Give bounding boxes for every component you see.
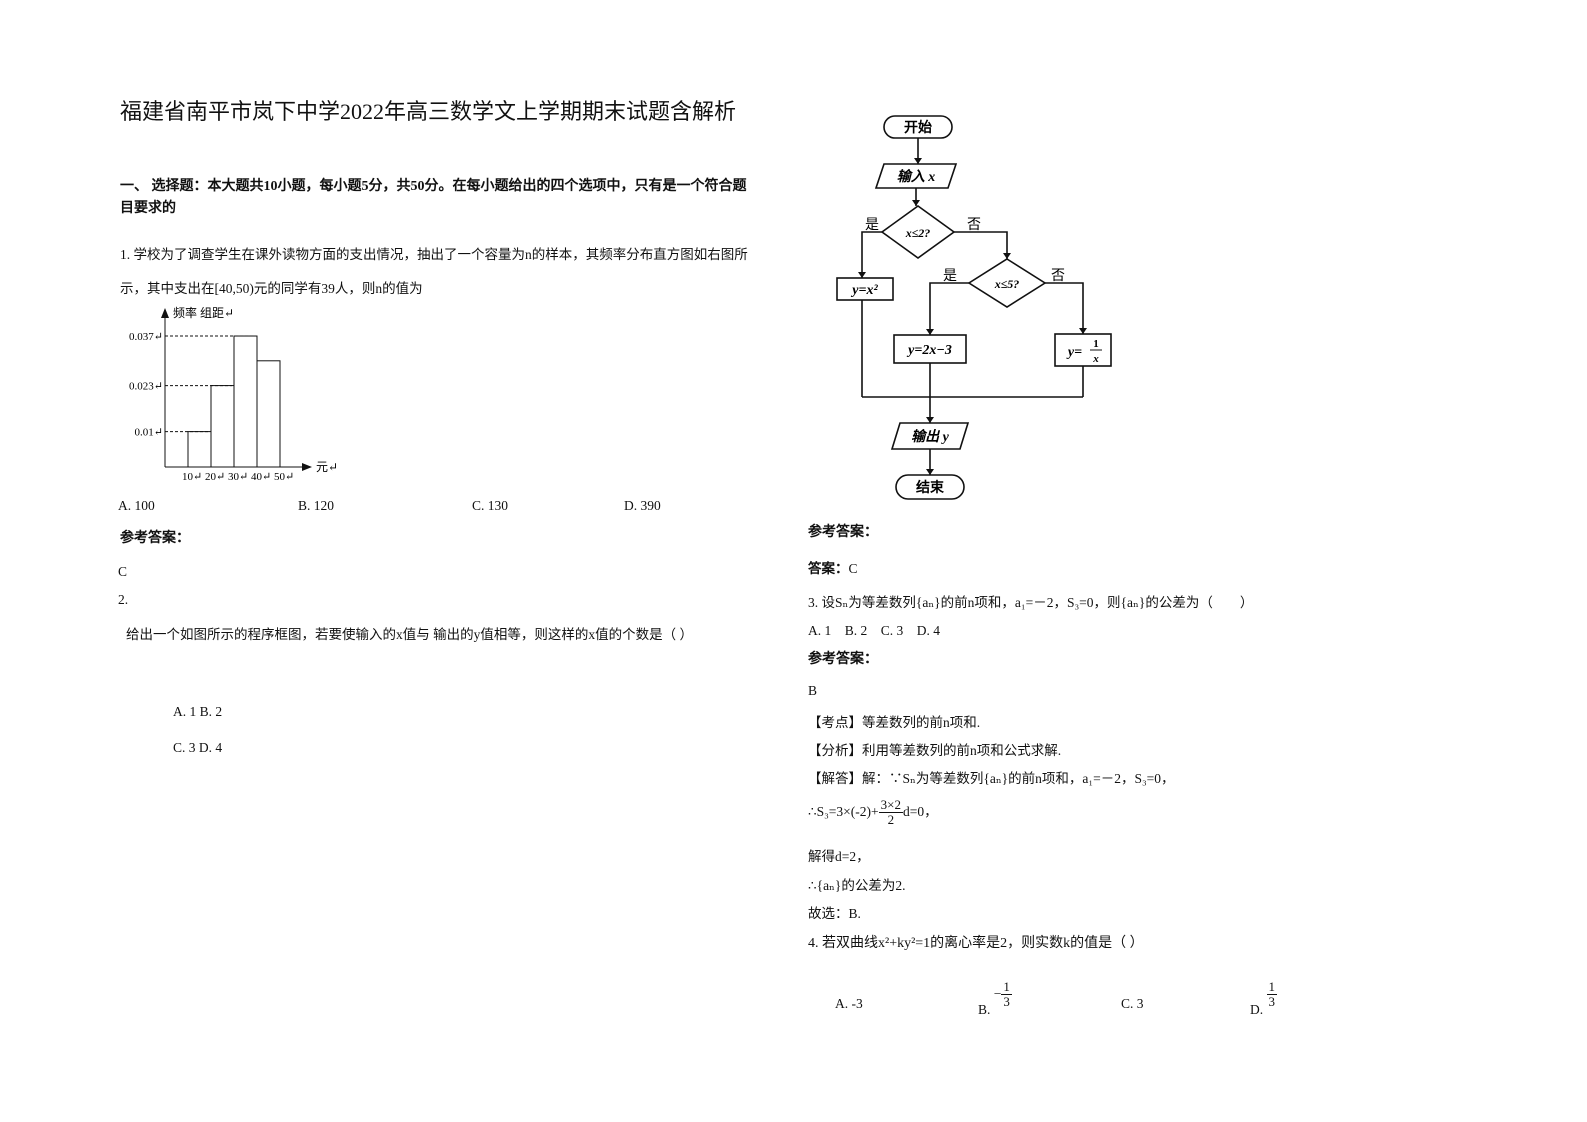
decision: [880, 205, 956, 259]
option: C. 130: [472, 498, 509, 513]
option: A. -3: [835, 996, 863, 1011]
solution-line: ∴{aₙ}的公差为2.: [808, 878, 906, 893]
node-label: x: [1092, 353, 1099, 365]
answer-label: 参考答案：: [808, 652, 878, 667]
node-label: x≤5?: [994, 277, 1020, 291]
edge-label: 否: [1051, 269, 1065, 284]
arrowhead: [858, 158, 1087, 475]
y-axis-label: 频率 组距↵: [173, 305, 234, 320]
bar: [256, 360, 281, 468]
text: d=0，: [902, 803, 938, 819]
x-tick-label: 30↵: [228, 471, 248, 483]
node-label: y=x²: [850, 283, 878, 298]
answer: B: [808, 683, 818, 698]
option-label: D.: [1250, 1001, 1264, 1017]
axis-arrow: [161, 308, 169, 318]
solution-line: 解得d=2，: [808, 849, 870, 864]
node-label: 开始: [904, 119, 932, 136]
process: [1054, 333, 1112, 367]
process: [836, 277, 894, 301]
node-label: 输出 y: [911, 428, 949, 445]
fraction: 3×2 2: [878, 797, 903, 828]
solution-line: 【解答】解：∵Sₙ为等差数列{aₙ}的前n项和，a₁=－2，S₃=0，: [808, 771, 1175, 786]
bar: [233, 335, 258, 468]
question-number: 2.: [118, 592, 129, 607]
option: A. 100: [118, 498, 155, 513]
bar: [187, 431, 212, 468]
x-tick-label: 20↵: [205, 471, 225, 483]
node-label: 1: [1093, 338, 1099, 350]
denominator: 2: [887, 812, 895, 828]
answer-label: 参考答案：: [120, 531, 190, 546]
io-box: [890, 422, 970, 450]
x-tick-label: 50↵: [274, 471, 294, 483]
x-tick-label: 40↵: [251, 471, 271, 483]
node-label: y=2x−3: [906, 343, 952, 358]
edge-label: 否: [967, 218, 981, 233]
solution-line: 【考点】等差数列的前n项和.: [808, 715, 981, 730]
option: A. 1 B. 2: [173, 704, 223, 719]
arrowheads: [858, 158, 1087, 475]
connectors: [861, 138, 1084, 475]
option: B. −1 3: [978, 979, 1012, 1017]
flowchart-shapes: [836, 115, 1112, 500]
y-tick-label: 0.037↵: [129, 331, 163, 343]
option: B. 120: [298, 498, 335, 513]
denominator: 3: [1003, 994, 1010, 1010]
question-stem: 3. 设Sₙ为等差数列{aₙ}的前n项和，a₁=－2，S₃=0，则{aₙ}的公差…: [808, 595, 1254, 610]
edge-label: 是: [865, 218, 879, 233]
bar: [210, 385, 235, 468]
question-stem: 4. 若双曲线x²+ky²=1的离心率是2，则实数k的值是（ ）: [808, 936, 1144, 951]
answer-key: 答案：: [808, 561, 849, 576]
solution-line: 【分析】利用等差数列的前n项和公式求解.: [808, 743, 1062, 758]
numerator: 1: [1266, 979, 1277, 996]
flowchart: 开始 输入 x x≤2? y=x² x≤5? y=2x−3 y= 1 x 输出 …: [836, 115, 1112, 500]
section-heading: 一、 选择题：本大题共10小题，每小题5分，共50分。在每小题给出的四个选项中，…: [120, 179, 747, 216]
option-label: B.: [978, 1001, 991, 1017]
answer-line: 答案：C: [808, 557, 858, 577]
numerator: 1: [1001, 979, 1012, 996]
y-tick-label: 0.01↵: [135, 427, 163, 439]
question-stem: 给出一个如图所示的程序框图，若要使输入的x值与 输出的y值相等，则这样的x值的个…: [126, 627, 693, 642]
axis-arrow: [302, 463, 312, 471]
numerator: 3×2: [878, 797, 903, 814]
node-label: 结束: [916, 479, 945, 496]
denominator: 3: [1268, 994, 1276, 1010]
sign: −: [993, 985, 1002, 1001]
answer: C: [118, 564, 128, 579]
option: C. 3 D. 4: [173, 740, 223, 755]
node-label: y=: [1066, 345, 1082, 360]
solution-formula: ∴S₃=3×(-2)+ 3×2 2 d=0，: [808, 797, 938, 828]
x-axis-label: 元↵: [316, 460, 338, 474]
text: ∴: [808, 803, 817, 819]
edge-label: 是: [943, 269, 957, 284]
answer-label: 参考答案：: [808, 525, 878, 540]
options: A. 1 B. 2 C. 3 D. 4: [808, 623, 941, 638]
answer: C: [848, 561, 858, 576]
option: D. 390: [624, 498, 661, 513]
solution-line: 故选：B.: [808, 906, 861, 921]
y-tick-label: 0.023↵: [129, 381, 163, 393]
io-box: [874, 163, 958, 189]
option: C. 3: [1121, 996, 1144, 1011]
title: 福建省南平市岚下中学2022年高三数学文上学期期末试题含解析: [120, 99, 737, 124]
question-stem: 1. 学校为了调查学生在课外读物方面的支出情况，抽出了一个容量为n的样本，其频率…: [120, 247, 748, 296]
histogram: 频率 组距↵ 元↵ 0.01↵ 0.023↵ 0.037↵ 10↵ 20↵ 30↵ 40↵ 50↵: [129, 305, 338, 483]
decision: [967, 258, 1047, 308]
node-label: 输入 x: [897, 168, 936, 185]
text: S₃=3×(-2)+: [816, 803, 879, 819]
node-label: x≤2?: [905, 226, 931, 240]
x-tick-label: 10↵: [182, 471, 202, 483]
